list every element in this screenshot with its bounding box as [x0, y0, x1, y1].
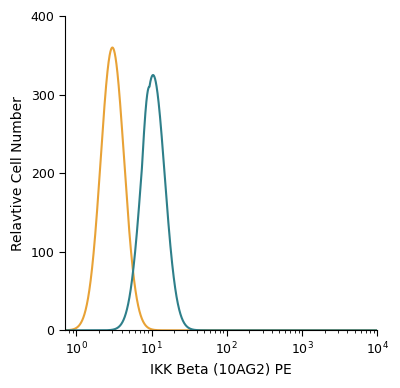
Y-axis label: Relavtive Cell Number: Relavtive Cell Number — [11, 96, 25, 251]
X-axis label: IKK Beta (10AG2) PE: IKK Beta (10AG2) PE — [150, 363, 292, 377]
